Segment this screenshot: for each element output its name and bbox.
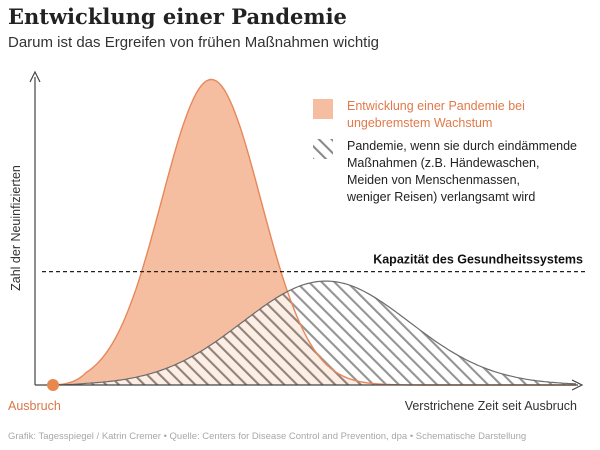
y-axis-label: Zahl der Neuinfizierten (9, 165, 23, 291)
legend-swatch-unchecked (313, 99, 333, 119)
legend-label-unchecked: ungebremstem Wachstum (347, 116, 492, 130)
flattened-curve-line (55, 280, 577, 386)
legend-swatch-flattened (313, 139, 333, 159)
x-axis-arrow (571, 379, 584, 391)
source-note: Grafik: Tagesspiegel / Katrin Cremer • Q… (8, 431, 527, 442)
outbreak-dot (47, 379, 59, 391)
x-axis-label: Verstrichene Zeit seit Ausbruch (405, 399, 577, 413)
capacity-label: Kapazität des Gesundheitssystems (373, 253, 583, 267)
y-axis-arrow (29, 70, 41, 83)
chart-title: Entwicklung einer Pandemie (8, 4, 347, 29)
chart-subtitle: Darum ist das Ergreifen von frühen Maßna… (8, 34, 380, 51)
flattened-curve-area (55, 281, 576, 385)
legend-label-flattened: Meiden von Menschenmassen, (347, 173, 520, 187)
unchecked-growth-area (55, 79, 576, 386)
legend-label-unchecked: Entwicklung einer Pandemie bei (347, 99, 525, 113)
legend-label-flattened: weniger Reisen) verlangsamt wird (346, 190, 535, 204)
legend-label-flattened: Pandemie, wenn sie durch eindämmende (347, 139, 577, 153)
legend-label-flattened: Maßnahmen (z.B. Händewaschen, (347, 156, 539, 170)
outbreak-label: Ausbruch (8, 399, 61, 413)
